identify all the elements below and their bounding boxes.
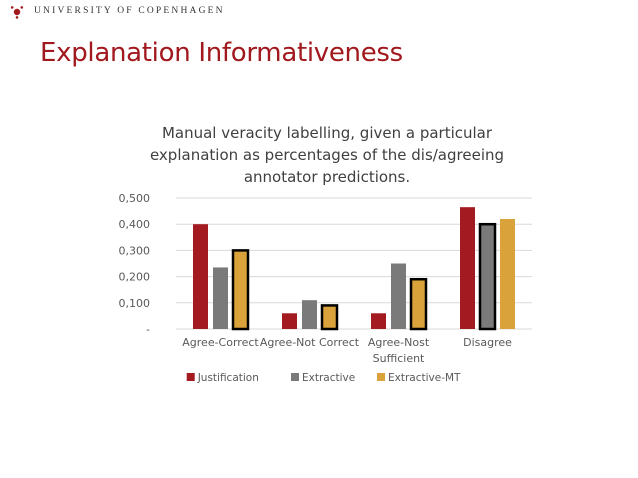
bar-extractive [302,300,317,329]
ku-seal-icon [10,6,24,19]
legend-swatch [377,373,385,381]
legend-swatch [291,373,299,381]
x-tick-label: Agree-Correct [182,336,259,349]
header-bar: UNIVERSITY OF COPENHAGEN [0,0,638,24]
y-tick-label: 0,400 [119,218,151,231]
bar-extractive-mt [320,304,339,331]
bar-extractive [213,267,228,329]
bar-extractive-mt [500,218,515,329]
bar-justification [460,207,475,329]
chart-title-line: annotator predictions. [244,168,410,186]
page-title: Explanation Informativeness [40,38,403,68]
x-tick-label: Agree-Not Correct [260,336,360,349]
legend-label: Justification [197,372,259,384]
x-tick-label: Sufficient [373,352,425,365]
bar-extractive-mt [231,249,250,331]
y-tick-label: - [146,323,150,336]
legend-label: Extractive-MT [388,372,461,384]
bar-extractive [478,222,497,331]
x-tick-label: Disagree [463,336,512,349]
bar-extractive-mt [409,277,428,331]
x-tick-label: Agree-Nost [368,336,430,349]
y-tick-label: 0,200 [119,271,151,284]
y-tick-label: 0,300 [119,244,151,257]
y-tick-label: 0,100 [119,297,151,310]
y-tick-label: 0,500 [119,192,151,205]
bar-justification [282,313,297,329]
legend-label: Extractive [302,372,355,384]
bar-justification [371,313,386,329]
chart-title-line: Manual veracity labelling, given a parti… [162,124,493,142]
bar-justification [193,224,208,329]
university-name: UNIVERSITY OF COPENHAGEN [34,6,225,16]
legend-swatch [186,373,195,381]
chart-title-line: explanation as percentages of the dis/ag… [150,146,504,164]
bar-extractive [391,263,406,329]
